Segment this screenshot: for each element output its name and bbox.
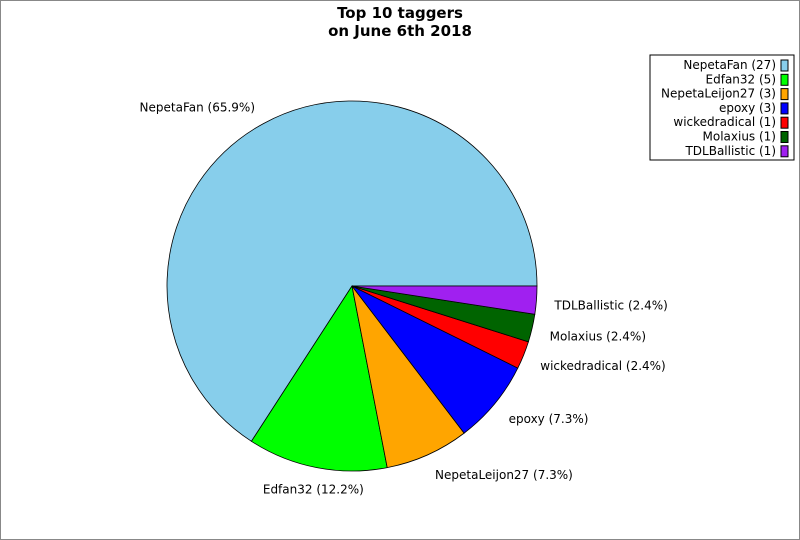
slice-label-Molaxius: Molaxius (2.4%)	[550, 329, 646, 343]
chart-title-line-1: Top 10 taggers	[337, 4, 463, 22]
legend-swatch-Molaxius	[780, 131, 789, 143]
legend-swatch-Edfan32	[780, 73, 789, 86]
legend-label-Molaxius: Molaxius (1)	[703, 130, 777, 144]
legend-label-TDLBallistic: TDLBallistic (1)	[684, 144, 776, 158]
legend-label-wickedradical: wickedradical (1)	[673, 115, 776, 129]
legend-label-epoxy: epoxy (3)	[719, 101, 776, 115]
legend-swatch-epoxy	[780, 102, 789, 115]
slice-label-TDLBallistic: TDLBallistic (2.4%)	[553, 299, 667, 313]
legend-swatch-NepetaLeijon27	[780, 88, 789, 101]
pie-slice-Edfan32	[250, 284, 388, 472]
legend-label-NepetaLeijon27: NepetaLeijon27 (3)	[661, 87, 776, 101]
legend-swatch-wickedradical	[780, 116, 789, 129]
slice-label-NepetaFan: NepetaFan (65.9%)	[140, 101, 255, 115]
slice-label-Edfan32: Edfan32 (12.2%)	[263, 482, 364, 496]
legend-swatch-NepetaFan	[780, 59, 789, 72]
chart-title-line-2: on June 6th 2018	[328, 22, 472, 40]
slice-label-wickedradical: wickedradical (2.4%)	[540, 359, 665, 373]
slice-label-NepetaLeijon27: NepetaLeijon27 (7.3%)	[435, 468, 573, 482]
legend-label-Edfan32: Edfan32 (5)	[706, 72, 776, 86]
pie-slices	[166, 100, 538, 472]
pie-slice-TDLBallistic	[351, 285, 538, 315]
legend-swatch-TDLBallistic	[780, 145, 789, 158]
legend-box	[649, 54, 795, 161]
slice-labels: NepetaFan (65.9%) Edfan32 (12.2%) NepetaLe…	[140, 101, 668, 497]
pie-slice-NepetaFan	[166, 100, 538, 442]
slice-label-epoxy: epoxy (7.3%)	[509, 412, 589, 426]
legend: NepetaFan (27)Edfan32 (5)NepetaLeijon27 …	[649, 54, 795, 161]
legend-label-NepetaFan: NepetaFan (27)	[683, 58, 776, 72]
